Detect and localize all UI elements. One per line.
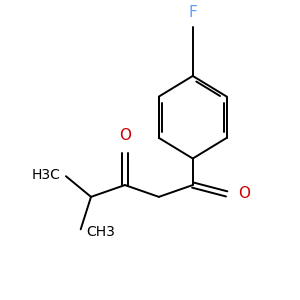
Text: F: F — [188, 5, 197, 20]
Text: O: O — [238, 186, 250, 201]
Text: O: O — [119, 128, 131, 143]
Text: H3C: H3C — [31, 168, 60, 182]
Text: CH3: CH3 — [87, 225, 116, 239]
